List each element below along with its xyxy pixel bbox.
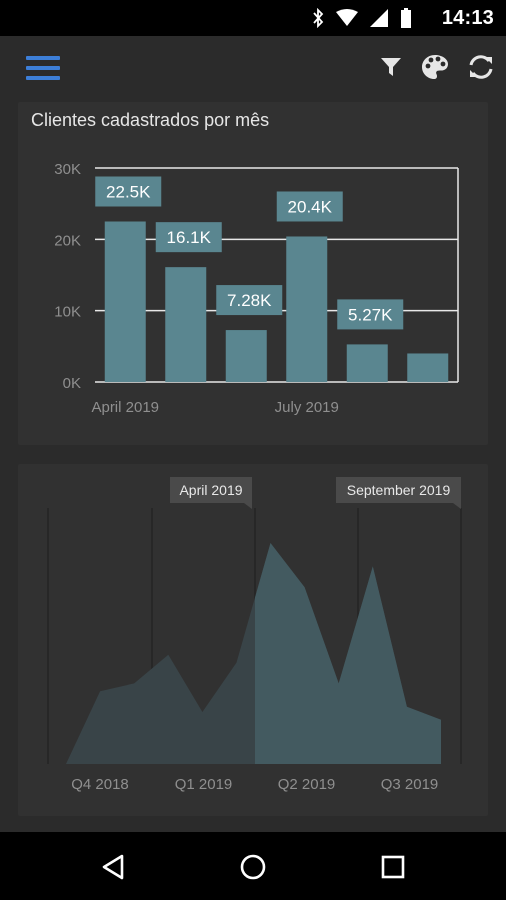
bar-chart-card: Clientes cadastrados por mês 0K 10K 20K 30K… [18, 102, 488, 445]
data-label-box [155, 222, 222, 253]
refresh-icon [469, 55, 493, 79]
status-bar: 14:13 [0, 0, 506, 36]
battery-icon [401, 8, 411, 28]
data-label-box [337, 299, 404, 330]
y-tick-label: 10K [54, 304, 81, 321]
bar-chart: 0K 10K 20K 30K 22.5K 16.1K 7.28K 20.4K 5.27K Apri… [54, 161, 459, 416]
x-tick-label: Q1 2019 [175, 776, 233, 793]
bar [346, 344, 388, 382]
y-tick-label: 20K [54, 232, 81, 249]
chart-title: Clientes cadastrados por mês [31, 110, 270, 130]
bar [104, 221, 146, 382]
palette-icon [422, 55, 448, 79]
data-label-box [276, 191, 343, 222]
data-label: 7.28K [227, 291, 272, 310]
app-toolbar [0, 36, 506, 100]
menu-button[interactable] [26, 56, 60, 82]
home-icon [240, 854, 266, 880]
x-tick-label: Q4 2018 [71, 776, 129, 793]
bar [225, 330, 267, 382]
refresh-button[interactable] [466, 52, 496, 82]
data-label: 16.1K [167, 228, 212, 247]
filter-button[interactable] [376, 52, 406, 82]
navigation-bar [0, 832, 506, 900]
back-button[interactable] [96, 850, 130, 884]
x-tick-label: July 2019 [275, 399, 339, 416]
area-chart-card: April 2019 September 2019 Q4 2018 Q1 2019 Q2… [18, 464, 488, 816]
y-tick-label: 30K [54, 161, 81, 178]
bar [286, 236, 328, 382]
data-label-box [216, 285, 283, 316]
x-tick-label: Q2 2019 [278, 776, 336, 793]
data-label: 22.5K [106, 183, 151, 202]
status-icons [312, 8, 412, 28]
data-label: 5.27K [348, 305, 393, 324]
area-chart: April 2019 September 2019 Q4 2018 Q1 2019 Q2… [47, 477, 462, 793]
callout-pointer [244, 503, 252, 509]
signal-icon [370, 9, 388, 27]
recents-icon [381, 855, 405, 879]
menu-icon [26, 56, 60, 80]
bar [165, 267, 207, 382]
recents-button[interactable] [376, 850, 410, 884]
status-clock: 14:13 [441, 7, 494, 29]
callout-pointer [453, 503, 461, 509]
area-highlight [255, 543, 441, 764]
wifi-icon [336, 9, 358, 26]
home-button[interactable] [236, 850, 270, 884]
data-label: 20.4K [288, 197, 333, 216]
bar [407, 353, 449, 382]
y-tick-label: 0K [63, 375, 81, 392]
x-tick-label: April 2019 [91, 399, 159, 416]
filter-icon [381, 58, 401, 76]
x-tick-label: Q3 2019 [381, 776, 439, 793]
palette-button[interactable] [420, 52, 450, 82]
bluetooth-icon [313, 8, 324, 28]
data-label-box [95, 176, 162, 207]
callout-box [336, 477, 461, 503]
callout-box [170, 477, 252, 503]
back-icon [102, 854, 124, 880]
callout-label: April 2019 [179, 482, 242, 498]
callout-label: September 2019 [347, 482, 451, 498]
